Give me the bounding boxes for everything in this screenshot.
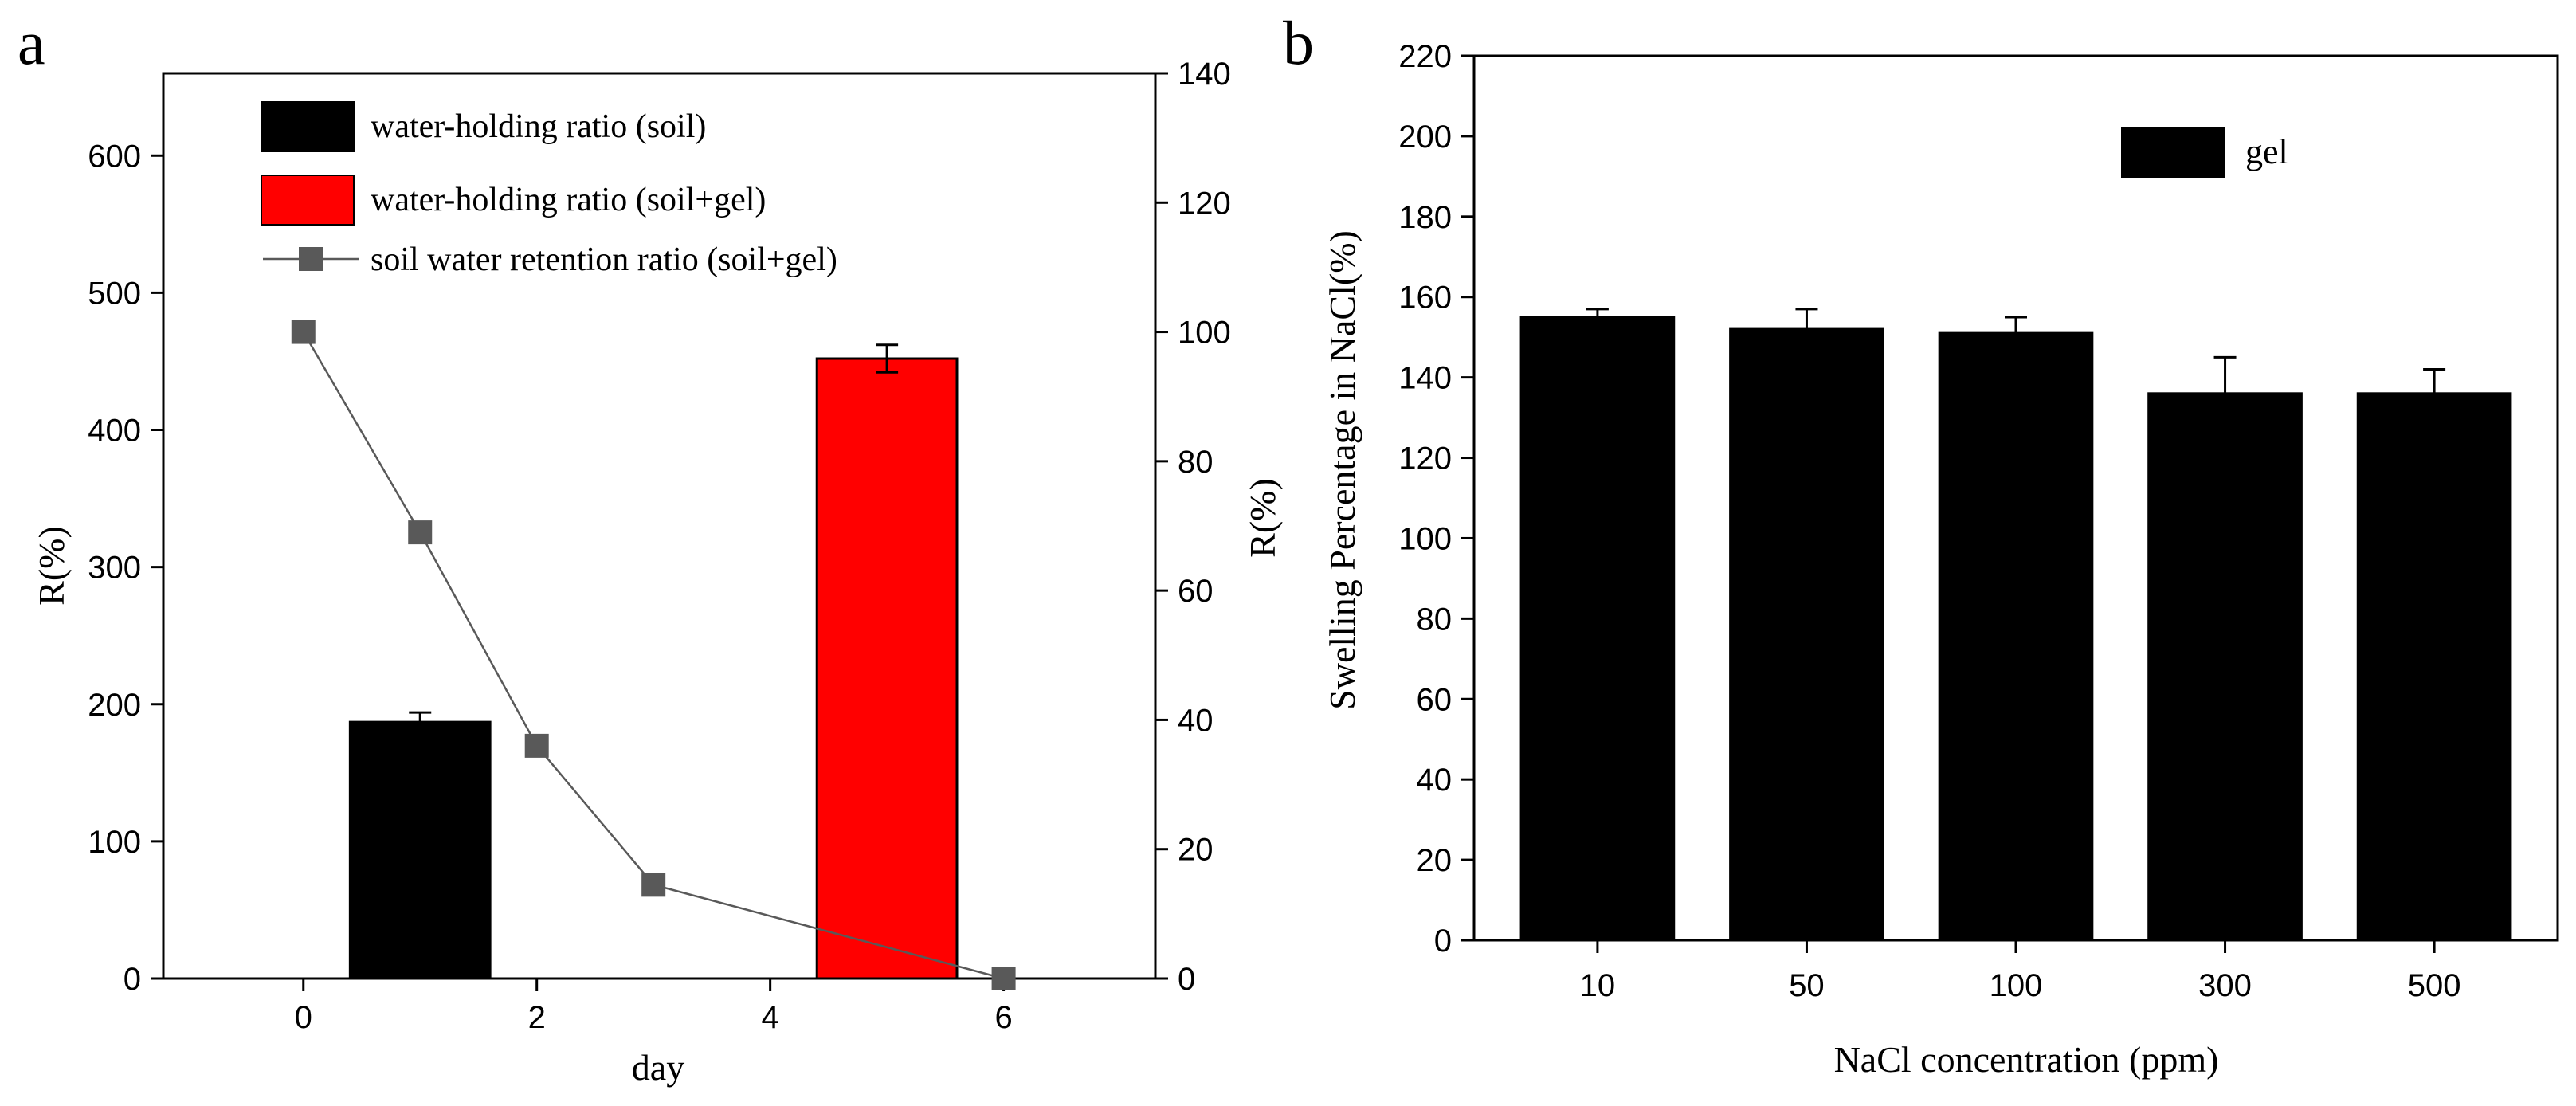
panel-b-label: b [1283, 8, 1314, 77]
y-tick-label: 100 [1398, 521, 1452, 556]
panel-a-axes: 0 2 4 6010020030040050060002040608010012014… [88, 57, 1231, 1035]
right-y-tick-label: 0 [1178, 962, 1195, 997]
data-point-marker [524, 733, 549, 758]
panel-b-chart: b 0 20 40 60 80 100 120 140 160 180 200 220 10 50 100 3… [1283, 8, 2559, 1080]
panel-b-axes: 0 20 40 60 80 100 120 140 160 180 200 220 10 50 100 300… [1398, 39, 2559, 1003]
right-y-tick-label: 100 [1178, 316, 1231, 351]
panel-a-label: a [18, 8, 45, 77]
y-tick-label: 160 [1398, 280, 1452, 316]
legend-marker [299, 247, 323, 271]
y-tick-label: 40 [1417, 763, 1453, 798]
panel-a-bars [348, 343, 959, 980]
bar [1938, 331, 2094, 942]
x-tick-label: 500 [2408, 968, 2461, 1003]
bar [348, 720, 492, 980]
left-y-tick-label: 500 [88, 276, 141, 311]
bar [815, 357, 959, 980]
panel-a-right-y-axis-label: R(%) [1242, 478, 1283, 558]
panel-a-line-series [291, 320, 1016, 990]
right-y-tick-label: 120 [1178, 186, 1231, 221]
left-y-tick-label: 200 [88, 688, 141, 723]
legend-label: water-holding ratio (soil+gel) [371, 182, 766, 218]
x-tick-label: 2 [528, 1000, 546, 1035]
legend-swatch [2121, 127, 2225, 178]
y-tick-label: 20 [1417, 843, 1453, 878]
legend-label: water-holding ratio (soil) [371, 108, 706, 145]
data-point-marker [291, 320, 316, 344]
x-tick-label: 6 [994, 1000, 1012, 1035]
legend-label: gel [2245, 132, 2288, 171]
left-y-tick-label: 0 [124, 962, 141, 997]
panel-a-x-axis-label: day [632, 1047, 684, 1088]
legend-swatch [261, 101, 355, 152]
y-tick-label: 0 [1434, 924, 1452, 959]
panel-b-x-axis-label: NaCl concentration (ppm) [1834, 1039, 2219, 1080]
left-y-tick-label: 600 [88, 139, 141, 174]
x-tick-label: 100 [1990, 968, 2043, 1003]
panel-b-y-axis-label: Swelling Percentage in NaCl(%) [1322, 230, 1362, 710]
x-tick-label: 50 [1789, 968, 1825, 1003]
panel-a-left-y-axis-label: R(%) [31, 526, 72, 606]
bar [2147, 392, 2303, 942]
panel-b-bars [1519, 308, 2512, 942]
data-point-marker [408, 520, 433, 545]
legend-label: soil water retention ratio (soil+gel) [371, 241, 837, 278]
left-y-tick-label: 300 [88, 551, 141, 586]
x-tick-label: 0 [295, 1000, 312, 1035]
right-y-tick-label: 60 [1178, 574, 1214, 609]
bar [2356, 392, 2512, 942]
right-y-tick-label: 80 [1178, 445, 1214, 480]
x-tick-label: 10 [1580, 968, 1616, 1003]
y-tick-label: 120 [1398, 441, 1452, 477]
bar [1729, 327, 1884, 942]
right-y-tick-label: 20 [1178, 833, 1214, 868]
data-point-marker [991, 967, 1016, 990]
legend-swatch [261, 175, 355, 226]
left-y-tick-label: 100 [88, 825, 141, 860]
right-y-tick-label: 140 [1178, 57, 1231, 92]
bar [1519, 316, 1676, 942]
data-point-marker [641, 873, 666, 897]
y-tick-label: 180 [1398, 200, 1452, 235]
panel-a-legend: water-holding ratio (soil) water-holding … [261, 101, 837, 278]
panel-a-plot-frame [162, 72, 1157, 980]
y-tick-label: 140 [1398, 361, 1452, 396]
y-tick-label: 60 [1417, 682, 1453, 717]
y-tick-label: 220 [1398, 39, 1452, 74]
x-tick-label: 300 [2198, 968, 2252, 1003]
right-y-tick-label: 40 [1178, 703, 1214, 738]
left-y-tick-label: 400 [88, 414, 141, 449]
panel-a-chart: a 0 2 4 60100200300400500600020406080100120… [18, 8, 1283, 1088]
x-tick-label: 4 [762, 1000, 779, 1035]
y-tick-label: 80 [1417, 602, 1453, 637]
y-tick-label: 200 [1398, 120, 1452, 155]
panel-b-legend: gel [2121, 127, 2288, 178]
